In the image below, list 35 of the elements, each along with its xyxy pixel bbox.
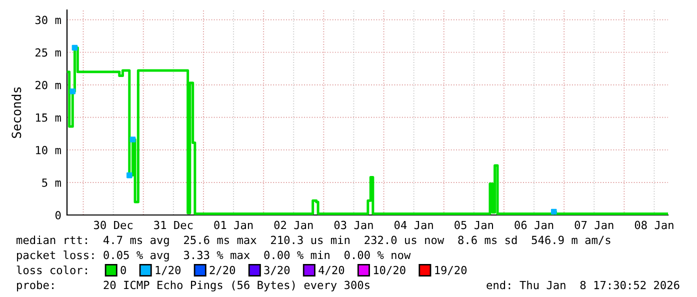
- point: [550, 208, 557, 215]
- text: probe: 20 ICMP Echo Pings (56 Bytes) every 300s: [17, 280, 370, 292]
- y-tick-label: 15 m: [36, 114, 61, 122]
- legend-label: 3/20: [264, 266, 290, 276]
- x-tick-label: 07 Jan: [574, 220, 614, 230]
- legend-label: 0: [120, 266, 126, 274]
- legend-label: 19/20: [435, 266, 467, 276]
- x-tick-label: 06 Jan: [514, 220, 554, 230]
- point: [72, 44, 78, 51]
- x-tick-label: 01 Jan: [214, 220, 253, 230]
- legend-label: 1/20: [156, 266, 181, 276]
- y-axis-title: Seconds: [11, 87, 22, 138]
- x-tick-label: 31 Dec: [154, 220, 193, 230]
- y-tick-label: 20 m: [36, 80, 61, 90]
- y-tick-label: 5 m: [42, 178, 61, 187]
- point: [126, 172, 132, 178]
- y-tick-label: 10 m: [36, 146, 61, 154]
- text: median rtt: 4.7 ms avg 25.6 ms max 210.3 us min 232.0 us now 8.6 ms sd 546.9 m am/s: [16, 236, 610, 246]
- point: [70, 88, 76, 94]
- text: packet loss: 0.05 % avg 3.33 % max 0.00 % min 0.00 % now: [17, 250, 411, 262]
- x-tick-label: 30 Dec: [94, 220, 132, 230]
- x-tick-label: 03 Jan: [334, 220, 373, 230]
- y-tick-label: 30 m: [35, 16, 61, 24]
- y-tick-label: 0: [55, 211, 61, 220]
- legend-title: loss color:: [16, 266, 87, 274]
- point: [130, 136, 136, 142]
- y-tick-label: 25 m: [36, 48, 61, 57]
- x-tick-label: 05 Jan: [454, 220, 494, 230]
- legend-label: 4/20: [318, 266, 344, 276]
- x-tick-label: 04 Jan: [394, 220, 433, 230]
- x-tick-label: 08 Jan: [634, 220, 674, 230]
- legend-label: 2/20: [210, 266, 236, 276]
- x-tick-label: 02 Jan: [274, 220, 313, 230]
- text: end: Thu Jan 8 17:30:52 2026: [486, 280, 680, 290]
- legend-label: 10/20: [374, 266, 406, 276]
